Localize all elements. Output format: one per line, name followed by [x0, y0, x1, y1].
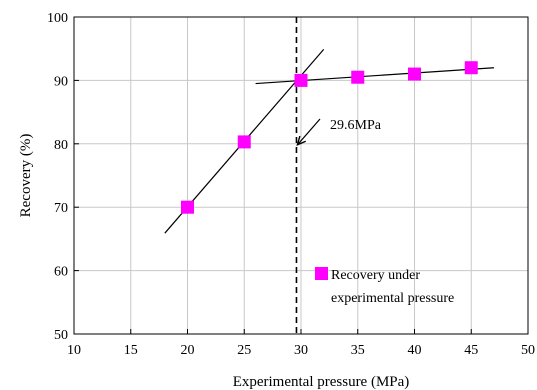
y-axis-ticks: 50 60 70 80 90 100 — [47, 11, 79, 343]
data-points — [181, 61, 478, 214]
data-point — [351, 70, 365, 84]
annotation-arrow-head — [296, 135, 307, 147]
legend-label-line1: Recovery under — [331, 268, 420, 283]
legend: Recovery under experimental pressure — [315, 267, 454, 306]
y-axis-label: Recovery (%) — [18, 134, 34, 218]
legend-marker — [315, 267, 328, 280]
x-axis-label: Experimental pressure (MPa) — [233, 374, 410, 390]
x-tick-label: 30 — [294, 343, 308, 358]
annotation-arrow-shaft — [297, 118, 321, 146]
data-point — [181, 200, 194, 214]
legend-label-line2: experimental pressure — [331, 291, 454, 306]
y-tick-label: 60 — [54, 265, 68, 280]
data-point — [237, 135, 251, 149]
x-axis-ticks: 10 15 20 25 30 35 40 45 50 — [67, 329, 535, 358]
x-tick-label: 35 — [351, 343, 365, 358]
x-tick-label: 45 — [464, 343, 478, 358]
data-point — [408, 67, 421, 81]
critical-pressure-label: 29.6MPa — [330, 118, 382, 133]
y-tick-label: 90 — [54, 74, 68, 89]
y-tick-label: 50 — [54, 328, 68, 343]
x-tick-label: 40 — [408, 343, 422, 358]
y-tick-label: 80 — [54, 138, 68, 153]
annotation-arrow — [296, 118, 321, 147]
data-point — [464, 61, 478, 75]
x-tick-label: 25 — [237, 343, 251, 358]
x-tick-label: 10 — [67, 343, 81, 358]
grid-lines — [73, 16, 529, 335]
fit-lines — [164, 48, 494, 234]
y-tick-label: 70 — [54, 201, 68, 216]
x-tick-label: 15 — [124, 343, 138, 358]
data-point — [294, 73, 308, 87]
x-tick-label: 20 — [181, 343, 195, 358]
y-tick-label: 100 — [47, 11, 68, 26]
fit-line — [255, 67, 494, 85]
x-tick-label: 50 — [521, 343, 535, 358]
